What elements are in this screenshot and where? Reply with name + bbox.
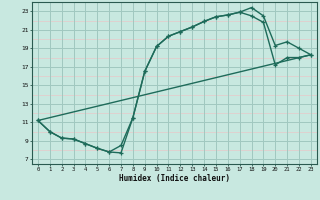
X-axis label: Humidex (Indice chaleur): Humidex (Indice chaleur) [119,174,230,183]
